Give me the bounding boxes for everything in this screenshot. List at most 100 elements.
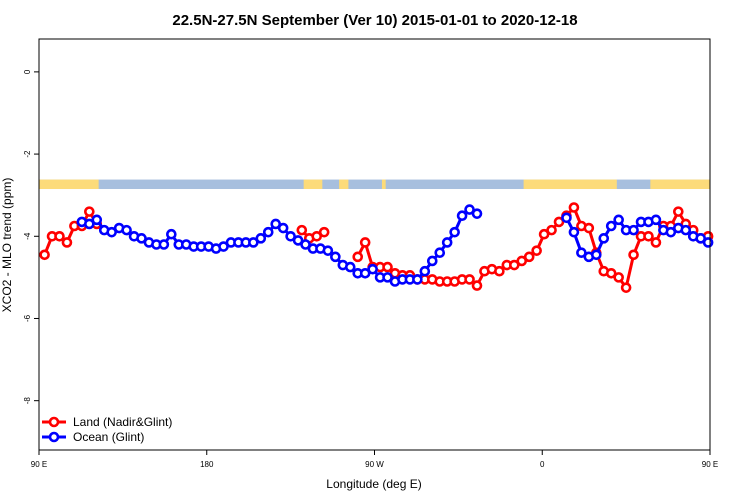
series-land-point — [311, 230, 323, 242]
map-strip — [39, 179, 710, 190]
series-ocean-point — [426, 255, 438, 267]
series-land-point — [61, 237, 73, 248]
series-ocean-point — [650, 214, 662, 226]
series-land-point — [538, 228, 550, 240]
series-ocean-point — [367, 263, 378, 275]
series-ocean-point — [344, 261, 356, 273]
series-ocean-point — [419, 265, 431, 277]
legend-land-marker — [48, 416, 60, 428]
series-land-point — [613, 272, 624, 283]
series-ocean-point — [359, 267, 371, 279]
series-land-point — [471, 280, 483, 291]
x-axis-label: Longitude (deg E) — [326, 477, 421, 491]
series-ocean-point — [255, 233, 267, 244]
series-land-point — [508, 259, 520, 271]
series-ocean-point — [166, 228, 177, 240]
x-tick-label: 180 — [200, 460, 214, 469]
series-land-point — [523, 251, 535, 263]
series-land-point — [382, 261, 393, 273]
series-land-point — [352, 251, 364, 263]
series-ocean-point — [441, 237, 453, 248]
y-tick-label: 0 — [23, 69, 32, 74]
series-ocean-point — [91, 214, 103, 226]
y-tick-label: -4 — [23, 232, 32, 240]
series-ocean-point — [106, 226, 117, 238]
series-ocean-point — [262, 226, 274, 238]
series-land-point — [546, 224, 557, 236]
map-land-segment — [339, 179, 349, 190]
series-ocean-point — [628, 224, 639, 236]
series-land-point — [464, 274, 475, 285]
y-axis-label: XCO2 - MLO trend (ppm) — [0, 178, 14, 313]
series-land-point — [553, 216, 565, 228]
legend-land-label: Land (Nadir&Glint) — [73, 415, 172, 429]
series-ocean-point — [121, 224, 132, 236]
series-ocean-point — [702, 237, 714, 248]
series-ocean-point — [136, 233, 147, 244]
series-ocean-point — [591, 249, 602, 261]
series-land-point — [84, 206, 95, 217]
series-land-point — [673, 206, 684, 217]
series-ocean-point — [330, 251, 341, 263]
x-tick-label: 0 — [540, 460, 545, 469]
plot-frame — [38, 38, 711, 451]
series-ocean-point — [322, 245, 334, 256]
series-land-point — [628, 249, 639, 261]
series-ocean-point — [605, 220, 617, 232]
series-ocean-point — [680, 224, 692, 236]
series-ocean-point — [285, 230, 296, 242]
series-ocean-point — [218, 241, 229, 252]
series-land-point — [39, 249, 50, 261]
series-ocean-point — [434, 247, 446, 259]
series-land-point — [318, 226, 330, 238]
series-ocean-point — [248, 237, 259, 248]
series-ocean-point — [456, 210, 468, 222]
series-ocean-point — [412, 274, 423, 285]
series-ocean-point — [292, 235, 304, 246]
series-ocean-point — [695, 233, 706, 244]
series-land-point — [531, 245, 542, 256]
x-axis: 90 E 180 90 W 0 90 E — [31, 450, 718, 469]
series-ocean-point — [568, 226, 580, 238]
series-ocean-point — [665, 226, 677, 238]
series-ocean-point — [449, 226, 460, 238]
map-land-segment — [650, 179, 710, 190]
series-layer — [39, 202, 714, 293]
series-land-point — [516, 255, 528, 267]
y-tick-label: -2 — [23, 150, 32, 158]
x-tick-label: 90 W — [365, 460, 384, 469]
series-ocean — [76, 204, 714, 287]
series-land-point — [605, 267, 617, 279]
series-ocean-point — [300, 239, 311, 250]
series-ocean-point — [270, 218, 282, 230]
map-land-segment — [303, 179, 323, 190]
series-land-point — [494, 265, 505, 277]
legend-ocean-label: Ocean (Glint) — [73, 430, 144, 444]
series-land-point — [583, 222, 595, 234]
map-ocean-band — [39, 179, 710, 190]
series-ocean-point — [84, 218, 95, 230]
series-ocean-point — [576, 247, 587, 259]
series-ocean-point — [471, 208, 483, 219]
legend: Land (Nadir&Glint) Ocean (Glint) — [42, 415, 172, 444]
map-land-segment — [381, 179, 386, 190]
series-land-point — [568, 202, 580, 213]
map-land-segment — [523, 179, 617, 190]
series-ocean-point — [598, 233, 610, 244]
chart-title: 22.5N-27.5N September (Ver 10) 2015-01-0… — [172, 12, 577, 29]
series-ocean-point — [561, 212, 572, 224]
series-land-point — [650, 237, 662, 248]
series-ocean-point — [613, 214, 624, 226]
series-land-point — [54, 230, 65, 242]
x-tick-label: 90 E — [702, 460, 718, 469]
series-land-point — [359, 237, 371, 248]
series-land-point — [643, 230, 654, 242]
map-land-segment — [39, 179, 99, 190]
legend-ocean-marker — [48, 431, 60, 443]
series-ocean-point — [382, 272, 393, 283]
y-axis: 0 -2 -4 -6 -8 — [23, 69, 39, 404]
series-ocean-point — [277, 222, 289, 234]
y-tick-label: -8 — [23, 397, 32, 405]
y-tick-label: -6 — [23, 314, 32, 322]
